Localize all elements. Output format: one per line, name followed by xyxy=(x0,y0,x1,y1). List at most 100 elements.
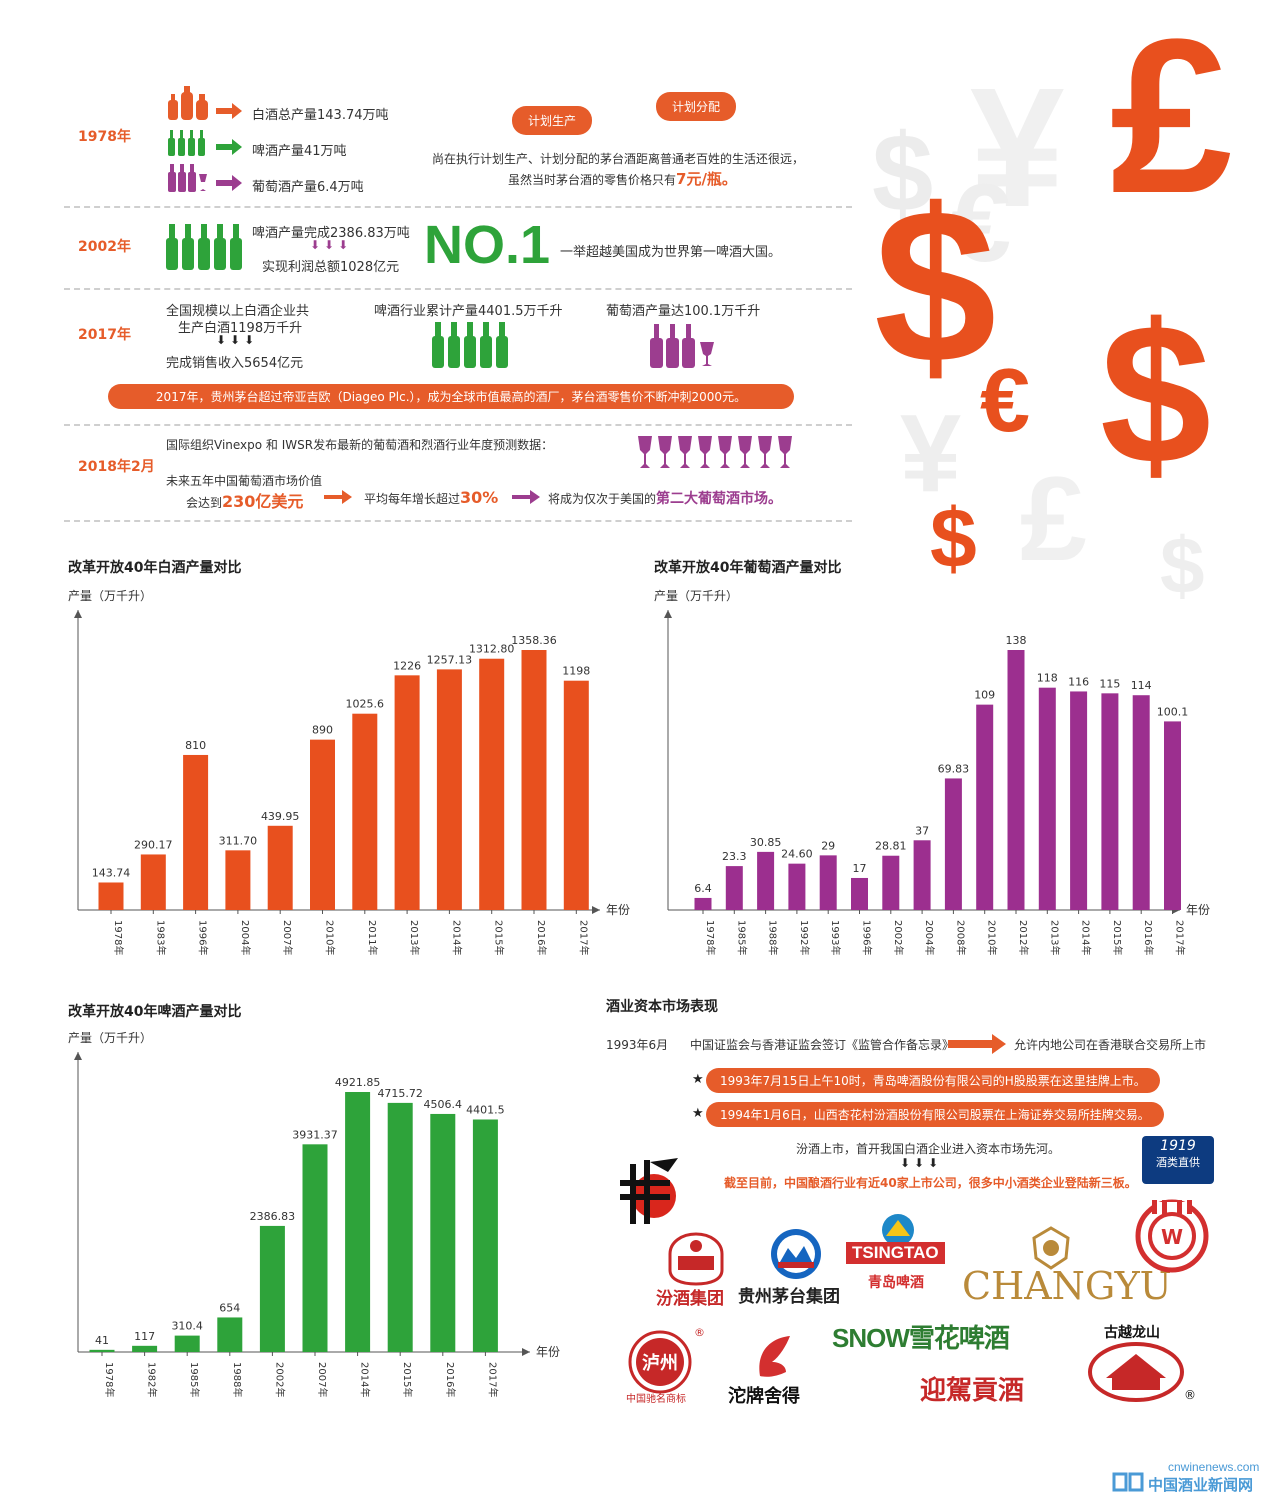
bar xyxy=(310,739,335,910)
data-label: 1358.36 xyxy=(511,634,557,647)
forecast-line2: 未来五年中国葡萄酒市场价值 xyxy=(166,474,323,488)
beer-bottle-icon xyxy=(168,130,205,156)
baijiu-2017-line1: 全国规模以上白酒企业共 xyxy=(166,304,310,319)
tick-label: 2007年 xyxy=(316,1362,329,1397)
tick-label: 2012年 xyxy=(1017,920,1030,955)
data-label: 890 xyxy=(312,724,333,737)
plan-distribution-bubble: 计划分配 xyxy=(656,92,737,121)
yanghe-logo xyxy=(620,1158,678,1224)
arrow-icon xyxy=(216,103,242,119)
arrow-icon xyxy=(948,1034,1006,1054)
fenjiu-emblem xyxy=(668,1232,724,1286)
bar xyxy=(472,1119,498,1352)
bar xyxy=(521,650,547,910)
tick-label: 1978年 xyxy=(103,1362,116,1397)
star-icon: ★ xyxy=(692,1072,704,1087)
beer-bar-chart: 年份 41 1978年 117 1982年 310.4 1985年 654 1988年 2386.… xyxy=(74,1052,560,1397)
data-label: 24.60 xyxy=(781,848,813,861)
luzhou-emblem: 泸州 xyxy=(628,1330,692,1394)
tsingtao-listing-pill: 1993年7月15日上午10时，青岛啤酒股份有限公司的H股股票在这里挂牌上市。 xyxy=(706,1068,1160,1093)
divider xyxy=(64,424,852,426)
chart-ylabel-baijiu: 产量（万千升） xyxy=(68,589,153,603)
jiuxian-text: 酒类直供 xyxy=(1156,1156,1200,1169)
wine-bottle-icon xyxy=(168,164,207,192)
wine-glass-icon xyxy=(698,436,712,468)
data-label: 29 xyxy=(821,839,835,852)
y-axis-arrow-icon xyxy=(664,610,672,618)
beer-bottle-icons-2017 xyxy=(432,322,508,368)
tick-label: 2008年 xyxy=(954,920,967,955)
capital-title: 酒业资本市场表现 xyxy=(606,999,718,1015)
fenjiu-first-text: 汾酒上市，首开我国白酒企业进入资本市场先河。 xyxy=(796,1142,1061,1156)
bar xyxy=(1164,721,1181,910)
tick-label: 2013年 xyxy=(1048,920,1061,955)
baijiu-bottle-icon xyxy=(168,86,208,120)
tick-label: 2004年 xyxy=(239,920,252,955)
tick-label: 1985年 xyxy=(188,1362,201,1397)
currency-symbol-art: $ ¥ € £ $ € ¥ $ $ £ $ xyxy=(860,20,1260,620)
bar xyxy=(140,854,166,910)
bar xyxy=(563,680,589,910)
wine-bar-chart: 年份 6.4 1978年 23.3 1985年 30.85 1988年 24.60 1992年 2… xyxy=(664,610,1210,955)
arrow-icon xyxy=(324,490,352,504)
growth-value: 30% xyxy=(460,488,499,507)
wuliangye-letter: W xyxy=(1161,1225,1183,1249)
beer-bottle-icons-2002 xyxy=(166,224,242,270)
tick-label: 2017年 xyxy=(486,1362,499,1397)
y-axis-arrow-icon xyxy=(74,610,82,618)
data-label: 30.85 xyxy=(750,836,782,849)
wine-glass-icon xyxy=(738,436,752,468)
wine-glass-icon xyxy=(658,436,672,468)
y-axis-arrow-icon xyxy=(74,1052,82,1060)
tick-label: 2015年 xyxy=(401,1362,414,1397)
wine-1978-text: 葡萄酒产量6.4万吨 xyxy=(252,180,364,195)
yen-ghost-icon: ¥ xyxy=(970,53,1065,243)
baijiu-2017-line2: 生产白酒1198万千升 xyxy=(178,321,303,336)
down-arrows-icon: ⬇⬇⬇ xyxy=(310,238,353,252)
tick-label: 1985年 xyxy=(735,920,748,955)
watermark-url: cnwinenews.com xyxy=(1168,1460,1260,1474)
bar xyxy=(882,855,900,910)
forecast-line3-prefix: 会达到 xyxy=(186,496,223,510)
tick-label: 2016年 xyxy=(444,1362,457,1397)
baijiu-1978-text: 白酒总产量143.74万吨 xyxy=(252,108,389,123)
forecast-intro: 国际组织Vinexpo 和 IWSR发布最新的葡萄酒和烈酒行业年度预测数据： xyxy=(166,438,554,452)
data-label: 810 xyxy=(185,739,206,752)
tick-label: 2007年 xyxy=(281,920,294,955)
capital-result: 允许内地公司在香港联合交易所上市 xyxy=(1014,1038,1207,1052)
down-arrows-icon: ⬇⬇⬇ xyxy=(900,1156,943,1170)
rank-text: 将成为仅次于美国的第二大葡萄酒市场。 xyxy=(548,488,782,508)
data-label: 1226 xyxy=(393,659,421,672)
tick-label: 2017年 xyxy=(1174,920,1187,955)
chart-ylabel-beer: 产量（万千升） xyxy=(68,1031,153,1045)
tick-label: 1992年 xyxy=(798,920,811,955)
data-label: 1198 xyxy=(562,665,590,678)
fenjiu-listing-pill: 1994年1月6日，山西杏花村汾酒股份有限公司股票在上海证券交易所挂牌交易。 xyxy=(706,1102,1164,1127)
data-label: 290.17 xyxy=(134,838,173,851)
moutai-price: 7元/瓶。 xyxy=(676,170,737,188)
tsingtao-logo-text: TSINGTAO xyxy=(846,1242,945,1264)
bar xyxy=(976,704,994,910)
euro-icon: € xyxy=(980,351,1031,451)
bar xyxy=(225,850,251,910)
bar xyxy=(725,866,743,910)
euro-ghost-icon: € xyxy=(950,162,1012,285)
data-label: 69.83 xyxy=(938,762,970,775)
chart-ylabel-wine: 产量（万千升） xyxy=(654,589,739,603)
data-label: 41 xyxy=(95,1334,109,1347)
tick-label: 2014年 xyxy=(1080,920,1093,955)
rank-prefix: 将成为仅次于美国的 xyxy=(548,492,657,506)
luzhou-text: 泸州 xyxy=(642,1353,678,1374)
data-label: 143.74 xyxy=(92,866,131,879)
tick-label: 2013年 xyxy=(408,920,421,955)
dollar-ghost-icon: $ xyxy=(1160,521,1205,610)
bar xyxy=(89,1349,115,1352)
market-value: 230亿美元 xyxy=(222,492,304,511)
data-label: 4401.5 xyxy=(466,1103,505,1116)
dollar-ghost-icon: $ xyxy=(872,112,934,235)
capital-date: 1993年6月 xyxy=(606,1038,669,1052)
listed-count-text: 截至目前，中国酿酒行业有近40家上市公司，很多中小酒类企业登陆新三板。 xyxy=(724,1176,1137,1190)
beer-1978-text: 啤酒产量41万吨 xyxy=(252,144,347,159)
capital-event: 中国证监会与香港证监会签订《监管合作备忘录》 xyxy=(690,1038,955,1052)
data-label: 118 xyxy=(1037,672,1058,685)
